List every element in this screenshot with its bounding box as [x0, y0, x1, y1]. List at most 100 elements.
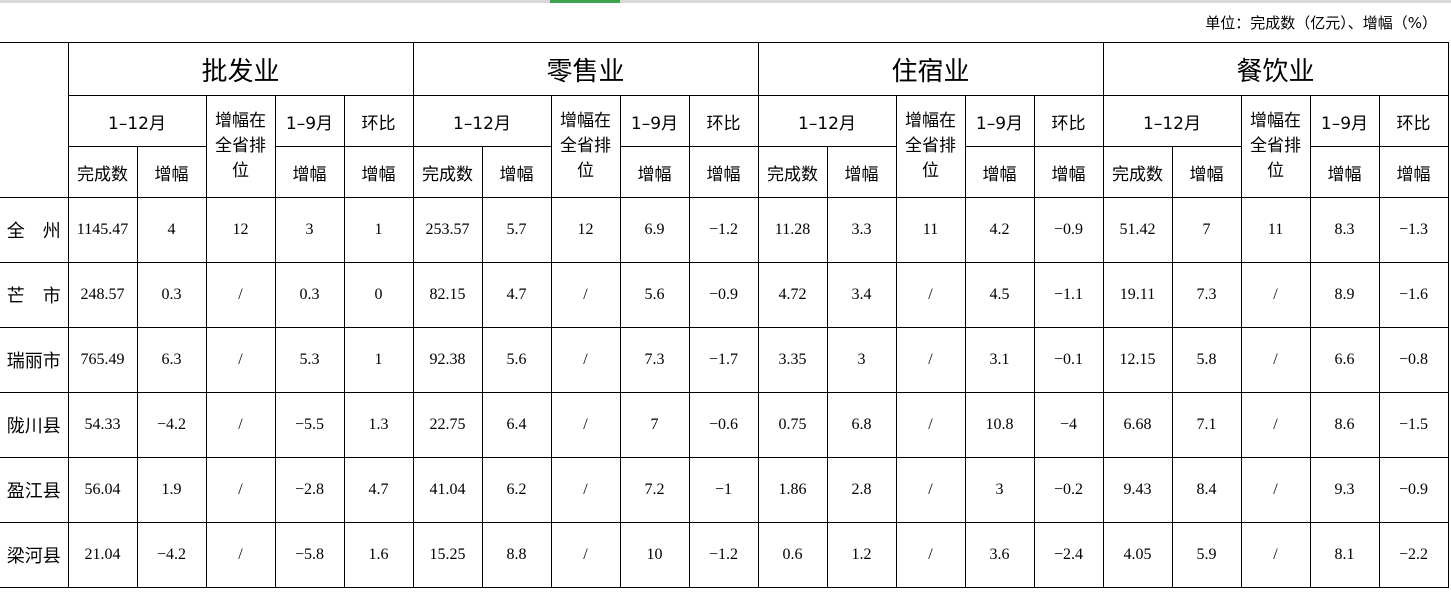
data-cell: 1.2: [826, 522, 897, 588]
data-cell: −4.2: [136, 522, 207, 588]
completed-header: 完成数: [412, 146, 483, 198]
table-row: 全 州 1145.47 4 12 3 1 253.57 5.7 12 6.9 −1.2 11.28 3.…: [0, 197, 1449, 263]
data-cell: 6.2: [481, 457, 552, 523]
region-name: 全 州: [0, 197, 69, 263]
data-cell: 6.9: [619, 197, 690, 263]
data-cell: 0.3: [136, 262, 207, 328]
data-cell: /: [550, 457, 621, 523]
data-cell: 11: [1240, 197, 1311, 263]
selected-column-indicator: [550, 0, 620, 3]
growth-header: 增幅: [343, 146, 414, 198]
data-cell: 0.6: [757, 522, 828, 588]
data-cell: 4.7: [481, 262, 552, 328]
region-name: 芒 市: [0, 262, 69, 328]
data-cell: /: [1240, 392, 1311, 458]
data-cell: 8.4: [1171, 457, 1242, 523]
data-cell: 5.7: [481, 197, 552, 263]
data-cell: /: [205, 327, 276, 393]
data-cell: 22.75: [412, 392, 483, 458]
section-header: 零售业: [412, 42, 759, 96]
data-cell: 12: [205, 197, 276, 263]
data-cell: /: [1240, 327, 1311, 393]
data-cell: −1.3: [1378, 197, 1449, 263]
data-cell: 11.28: [757, 197, 828, 263]
data-cell: 41.04: [412, 457, 483, 523]
completed-header: 完成数: [67, 146, 138, 198]
section-header: 餐饮业: [1102, 42, 1449, 96]
period-full-header: 1–12月: [412, 95, 552, 147]
rank-header: 增幅在 全省排位: [1240, 95, 1311, 198]
rank-header: 增幅在 全省排位: [205, 95, 276, 198]
data-cell: 7.3: [1171, 262, 1242, 328]
data-cell: −0.1: [1033, 327, 1104, 393]
data-cell: 3.35: [757, 327, 828, 393]
growth-header: 增幅: [1033, 146, 1104, 198]
data-cell: 1.86: [757, 457, 828, 523]
growth-header: 增幅: [964, 146, 1035, 198]
data-cell: 19.11: [1102, 262, 1173, 328]
data-cell: 4.72: [757, 262, 828, 328]
data-cell: 54.33: [67, 392, 138, 458]
data-cell: −2.2: [1378, 522, 1449, 588]
rank-header: 增幅在 全省排位: [895, 95, 966, 198]
data-cell: 21.04: [67, 522, 138, 588]
section-header: 批发业: [67, 42, 414, 96]
data-cell: −1.5: [1378, 392, 1449, 458]
table-row: 陇川县 54.33 −4.2/−5.5 1.3 22.75 6.4/7 −0.6 0.75 6.…: [0, 392, 1449, 458]
data-cell: 4: [136, 197, 207, 263]
period-partial-header: 1–9月: [1309, 95, 1380, 147]
data-cell: 56.04: [67, 457, 138, 523]
data-cell: −0.9: [1033, 197, 1104, 263]
data-cell: 6.8: [826, 392, 897, 458]
data-cell: 15.25: [412, 522, 483, 588]
data-cell: 4.7: [343, 457, 414, 523]
table-row: 梁河县 21.04 −4.2/−5.8 1.6 15.25 8.8/10 −1.2 0.6 1.…: [0, 522, 1449, 588]
data-cell: 6.3: [136, 327, 207, 393]
data-cell: 6.4: [481, 392, 552, 458]
period-partial-header: 1–9月: [619, 95, 690, 147]
data-cell: 3.3: [826, 197, 897, 263]
growth-header: 增幅: [274, 146, 345, 198]
completed-header: 完成数: [1102, 146, 1173, 198]
period-full-header: 1–12月: [1102, 95, 1242, 147]
rank-header: 增幅在 全省排位: [550, 95, 621, 198]
data-cell: 9.3: [1309, 457, 1380, 523]
table-row: 芒 市 248.57 0.3/0.3 0 82.15 4.7/5.6 −0.9 4.72 3.4…: [0, 262, 1449, 328]
data-cell: 1: [343, 327, 414, 393]
data-cell: 1.6: [343, 522, 414, 588]
data-cell: 1145.47: [67, 197, 138, 263]
table-row: 瑞丽市 765.49 6.3/5.3 1 92.38 5.6/7.3 −1.7 3.35 3/3…: [0, 327, 1449, 393]
data-cell: /: [895, 262, 966, 328]
data-cell: /: [550, 262, 621, 328]
data-cell: 7: [619, 392, 690, 458]
data-cell: 3.4: [826, 262, 897, 328]
data-cell: 8.9: [1309, 262, 1380, 328]
data-cell: 82.15: [412, 262, 483, 328]
data-cell: 0.3: [274, 262, 345, 328]
period-full-header: 1–12月: [757, 95, 897, 147]
data-cell: /: [205, 392, 276, 458]
retail-stats-table: 批发业 零售业 住宿业 餐饮业 1–12月 增幅在 全省排位 1–9月 环比 1–12月 增幅在全…: [0, 42, 1449, 588]
data-cell: 7.3: [619, 327, 690, 393]
data-cell: /: [550, 327, 621, 393]
data-cell: /: [1240, 262, 1311, 328]
data-cell: 11: [895, 197, 966, 263]
data-cell: /: [895, 327, 966, 393]
growth-header: 增幅: [481, 146, 552, 198]
data-cell: 4.5: [964, 262, 1035, 328]
data-cell: 10: [619, 522, 690, 588]
region-name: 梁河县: [0, 522, 69, 588]
data-cell: −2.8: [274, 457, 345, 523]
period-partial-header: 1–9月: [274, 95, 345, 147]
data-cell: −0.8: [1378, 327, 1449, 393]
data-cell: /: [1240, 457, 1311, 523]
data-cell: 5.9: [1171, 522, 1242, 588]
sheet-column-strip: [0, 0, 1451, 3]
region-name: 陇川县: [0, 392, 69, 458]
data-cell: 765.49: [67, 327, 138, 393]
data-cell: −1: [688, 457, 759, 523]
region-name: 瑞丽市: [0, 327, 69, 393]
data-cell: 8.8: [481, 522, 552, 588]
data-cell: −1.1: [1033, 262, 1104, 328]
data-cell: −1.7: [688, 327, 759, 393]
